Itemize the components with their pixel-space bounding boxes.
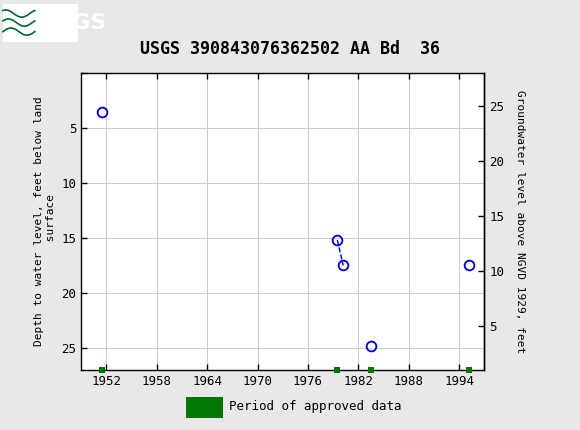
Text: USGS: USGS bbox=[38, 12, 106, 33]
Text: Period of approved data: Period of approved data bbox=[229, 400, 401, 413]
Bar bbox=[186, 397, 223, 418]
Bar bbox=[3, 3, 78, 42]
Text: USGS 390843076362502 AA Bd  36: USGS 390843076362502 AA Bd 36 bbox=[140, 40, 440, 58]
Y-axis label: Groundwater level above NGVD 1929, feet: Groundwater level above NGVD 1929, feet bbox=[515, 90, 525, 353]
Y-axis label: Depth to water level, feet below land
 surface: Depth to water level, feet below land su… bbox=[34, 97, 56, 346]
